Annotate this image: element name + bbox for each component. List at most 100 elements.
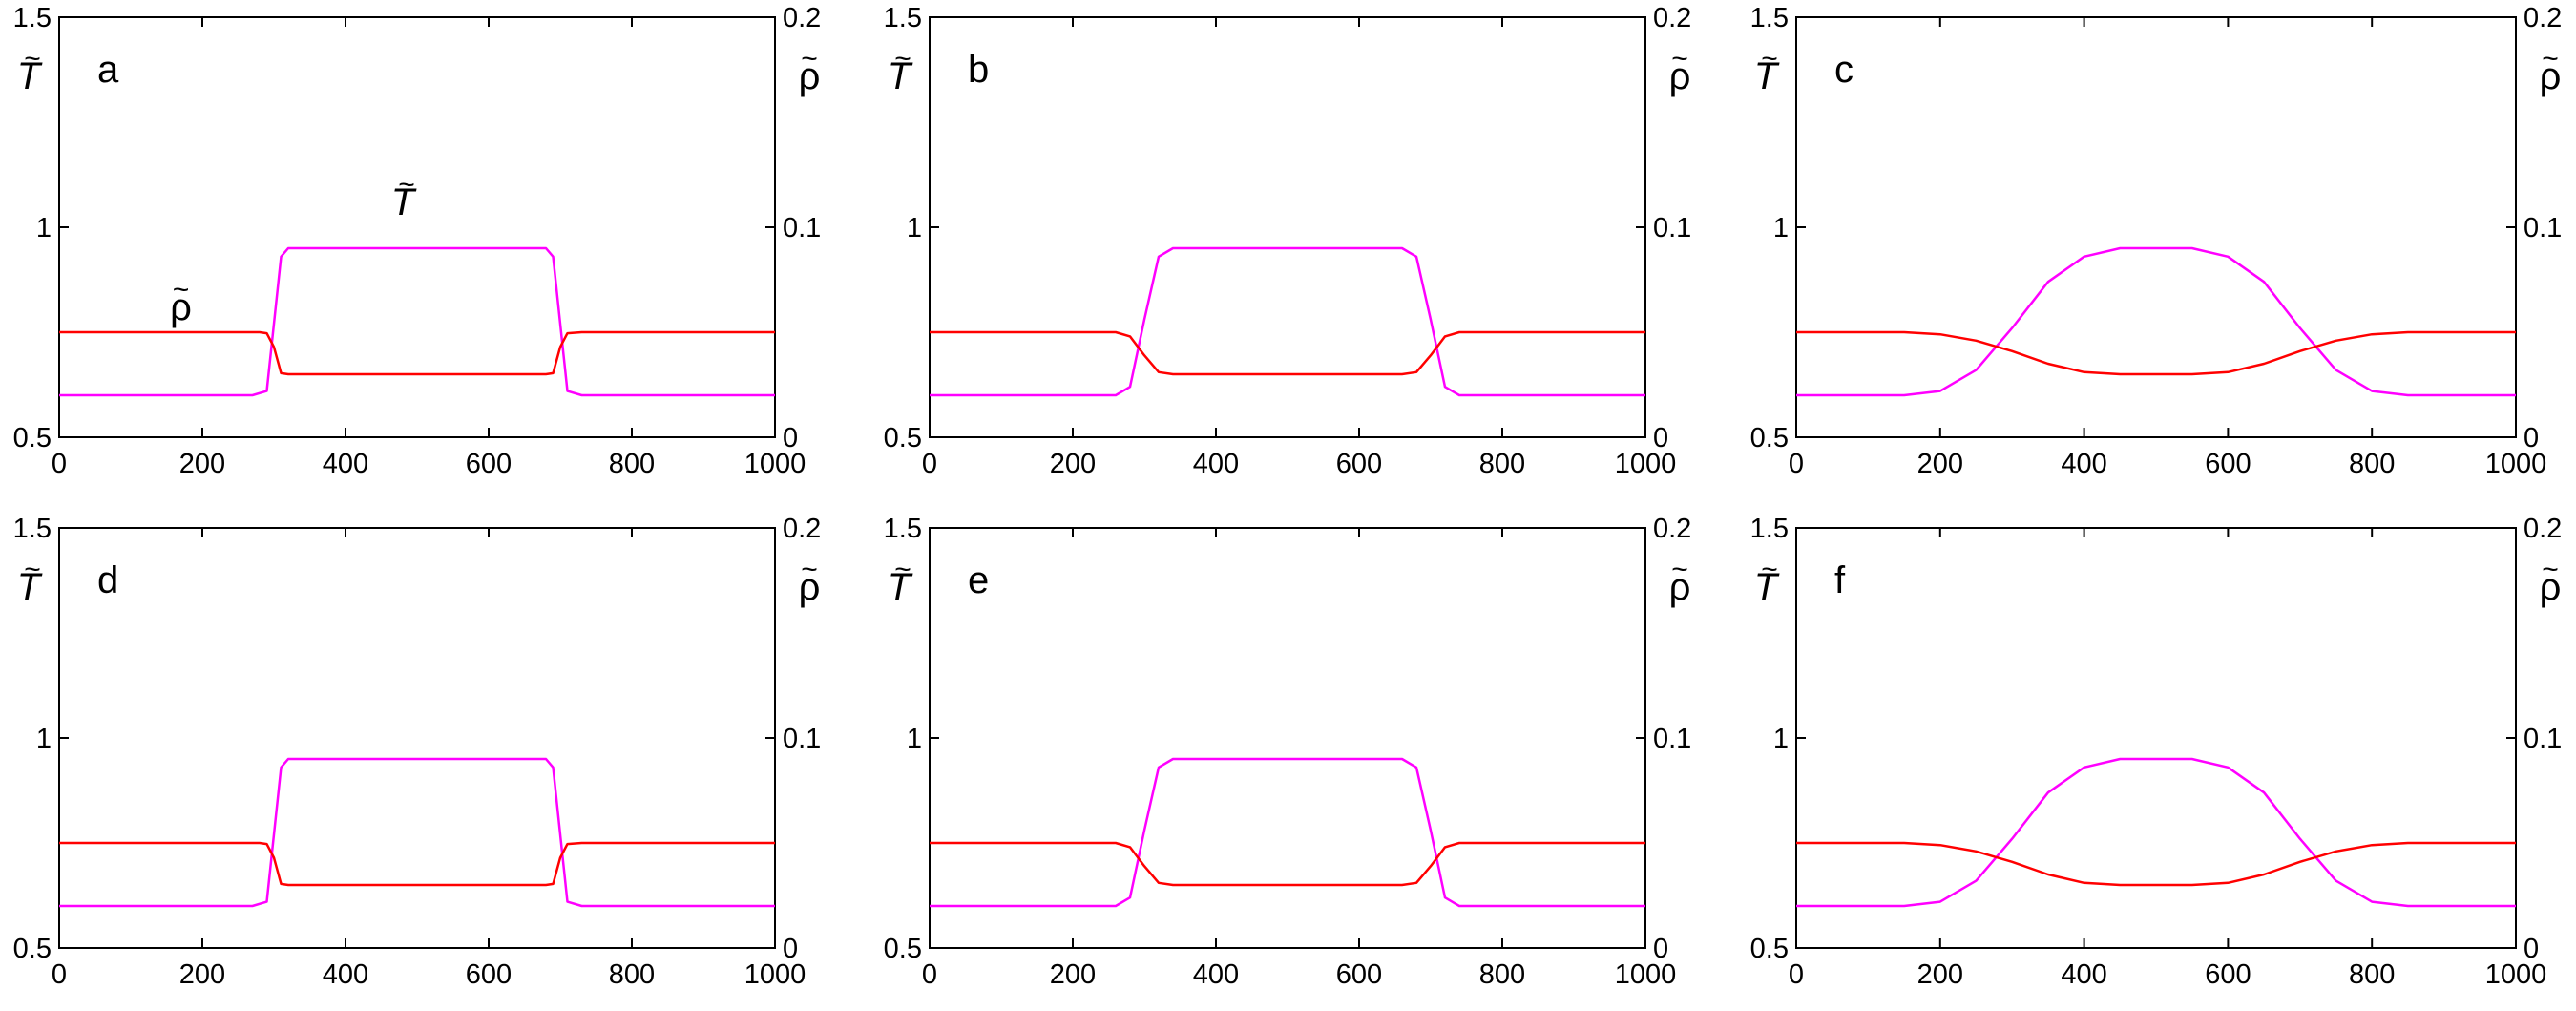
series-line-rho	[59, 841, 775, 887]
x-tick-label: 1000	[1615, 959, 1677, 990]
y-right-tick-label: 0.2	[2524, 3, 2562, 33]
series-line-rho	[930, 841, 1645, 887]
y-left-axis-label-symbol: T	[888, 566, 913, 608]
y-right-tick-label: 0	[1653, 934, 1668, 964]
y-right-axis-label-tilde: ~	[801, 554, 818, 585]
y-left-axis-label: T~	[17, 554, 43, 608]
y-left-tick-label: 0.5	[1750, 423, 1789, 453]
curve-label-rho-tilde: ~	[173, 274, 190, 305]
panel-letter: d	[97, 559, 118, 601]
y-right-axis-label: ρ~	[799, 43, 821, 97]
x-tick-label: 1000	[744, 449, 806, 479]
y-right-axis-label: ρ~	[799, 554, 821, 608]
x-tick-label: 600	[1336, 449, 1382, 479]
y-left-axis-label: T~	[1754, 43, 1780, 97]
y-left-tick-label: 0.5	[13, 934, 52, 964]
y-left-tick-label: 1.5	[1750, 3, 1789, 33]
x-tick-label: 800	[609, 449, 655, 479]
panel-letter: a	[97, 49, 119, 91]
panel-letter: c	[1834, 49, 1853, 91]
series-line-T	[59, 757, 775, 908]
y-left-axis-label-symbol: T	[17, 566, 43, 608]
y-right-tick-label: 0.2	[783, 514, 821, 544]
y-right-axis-label: ρ~	[2540, 43, 2562, 97]
y-left-axis-label-tilde: ~	[894, 554, 911, 585]
x-tick-label: 800	[2349, 449, 2395, 479]
x-tick-label: 800	[1479, 449, 1525, 479]
y-left-axis-label-tilde: ~	[24, 43, 41, 74]
x-tick-label: 200	[179, 449, 225, 479]
y-right-axis-label-tilde: ~	[1671, 43, 1688, 74]
panel-letter: f	[1834, 559, 1846, 601]
y-right-tick-label: 0	[2524, 423, 2539, 453]
curve-label-T: T~	[391, 169, 417, 223]
x-tick-label: 1000	[2485, 959, 2547, 990]
y-left-tick-label: 0.5	[884, 934, 922, 964]
y-left-axis-label-symbol: T	[17, 55, 43, 97]
series-line-T	[1796, 246, 2516, 397]
x-tick-label: 800	[1479, 959, 1525, 990]
x-tick-label: 400	[323, 959, 368, 990]
curve-label-T-symbol: T	[391, 181, 417, 223]
series-line-T	[1796, 757, 2516, 908]
x-tick-label: 400	[323, 449, 368, 479]
y-left-axis-label-tilde: ~	[24, 554, 41, 585]
series-line-rho	[1796, 330, 2516, 376]
y-right-tick-label: 0.2	[2524, 514, 2562, 544]
series-line-rho	[930, 330, 1645, 376]
y-right-axis-label-tilde: ~	[1671, 554, 1688, 585]
y-left-tick-label: 0.5	[884, 423, 922, 453]
y-right-axis-label-tilde: ~	[801, 43, 818, 74]
curve-label-rho: ρ~	[170, 274, 192, 328]
y-right-tick-label: 0	[783, 423, 798, 453]
y-right-axis-label-tilde: ~	[2542, 554, 2559, 585]
y-right-axis-label-symbol: ρ	[1669, 566, 1691, 608]
y-left-axis-label-symbol: T	[888, 55, 913, 97]
x-tick-label: 400	[1193, 959, 1239, 990]
series-line-rho	[59, 330, 775, 376]
y-left-axis-label-tilde: ~	[1761, 554, 1778, 585]
series-line-T	[930, 757, 1645, 908]
y-left-axis-label-tilde: ~	[1761, 43, 1778, 74]
y-left-axis-label: T~	[888, 554, 913, 608]
x-tick-label: 200	[1050, 449, 1096, 479]
x-tick-label: 0	[922, 449, 937, 479]
x-tick-label: 0	[52, 449, 67, 479]
x-tick-label: 200	[1050, 959, 1096, 990]
y-right-tick-label: 0.1	[2524, 724, 2562, 754]
y-left-tick-label: 1	[36, 724, 52, 754]
y-right-tick-label: 0	[2524, 934, 2539, 964]
y-left-tick-label: 1.5	[884, 514, 922, 544]
panel-letter: b	[968, 49, 989, 91]
series-line-rho	[1796, 841, 2516, 887]
series-line-T	[59, 246, 775, 397]
y-left-tick-label: 1.5	[1750, 514, 1789, 544]
y-left-tick-label: 1	[907, 213, 922, 243]
y-left-tick-label: 1	[36, 213, 52, 243]
x-tick-label: 200	[1917, 449, 1963, 479]
x-tick-label: 600	[466, 959, 512, 990]
x-tick-label: 600	[466, 449, 512, 479]
x-tick-label: 400	[2061, 959, 2106, 990]
x-tick-label: 0	[1789, 959, 1804, 990]
curve-label-rho-symbol: ρ	[170, 286, 192, 328]
y-right-tick-label: 0.1	[783, 724, 821, 754]
y-left-axis-label: T~	[888, 43, 913, 97]
y-right-tick-label: 0.2	[1653, 514, 1691, 544]
y-right-axis-label: ρ~	[1669, 43, 1691, 97]
y-left-axis-label: T~	[17, 43, 43, 97]
y-right-tick-label: 0.1	[783, 213, 821, 243]
x-tick-label: 200	[1917, 959, 1963, 990]
y-left-tick-label: 1	[1773, 213, 1789, 243]
y-left-axis-label-symbol: T	[1754, 566, 1780, 608]
y-left-axis-label-symbol: T	[1754, 55, 1780, 97]
y-right-tick-label: 0.1	[1653, 724, 1691, 754]
y-right-axis-label: ρ~	[2540, 554, 2562, 608]
y-right-axis-label-symbol: ρ	[2540, 566, 2562, 608]
x-tick-label: 800	[609, 959, 655, 990]
y-right-tick-label: 0.1	[1653, 213, 1691, 243]
panel-letter: e	[968, 559, 989, 601]
